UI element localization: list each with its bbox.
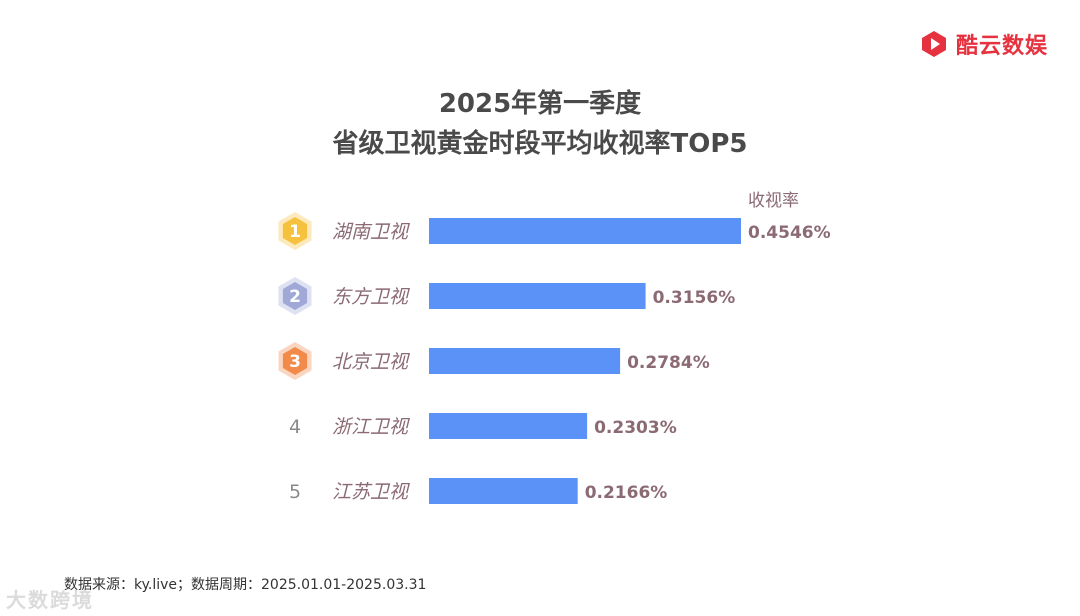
bar: [429, 413, 588, 439]
value-label: 0.3156%: [653, 288, 736, 308]
bar-row: 4 浙江卫视 0.2303%: [289, 413, 677, 439]
bar-row: 5 江苏卫视 0.2166%: [289, 478, 667, 504]
bar-row: 3 北京卫视 0.2784%: [278, 342, 710, 380]
bronze-hexagon-icon: [278, 342, 312, 380]
silver-hexagon-icon: [278, 277, 312, 315]
category-label: 东方卫视: [332, 286, 410, 308]
bar-row: 2 东方卫视 0.3156%: [278, 277, 736, 315]
data-source-note: 数据来源：ky.live；数据周期：2025.01.01-2025.03.31: [64, 577, 427, 593]
bar: [429, 348, 621, 374]
bar-row: 1 湖南卫视 0.4546%: [278, 212, 831, 250]
category-label: 江苏卫视: [332, 481, 410, 503]
chart-title-line-2: 省级卫视黄金时段平均收视率TOP5: [332, 129, 748, 159]
chart-title-line-1: 2025年第一季度: [438, 89, 642, 119]
value-label: 0.2784%: [627, 353, 710, 373]
bar-chart: 1 湖南卫视 0.4546% 2 东方卫视 0.3156% 3 北京卫视 0.2784% 4 浙江卫…: [278, 212, 831, 504]
value-label: 0.2166%: [585, 483, 668, 503]
value-axis-label: 收视率: [748, 191, 799, 211]
chart-title: 2025年第一季度 省级卫视黄金时段平均收视率TOP5: [0, 84, 1080, 164]
value-label: 0.2303%: [594, 418, 677, 438]
rank-number: 3: [289, 352, 301, 372]
value-label: 0.4546%: [748, 223, 831, 243]
category-label: 北京卫视: [332, 351, 410, 373]
bar: [429, 478, 578, 504]
bar: [429, 283, 646, 309]
rank-number: 5: [289, 481, 301, 503]
gold-hexagon-icon: [278, 212, 312, 250]
rank-number: 1: [289, 222, 301, 242]
category-label: 湖南卫视: [332, 221, 410, 243]
bar: [429, 218, 741, 244]
category-label: 浙江卫视: [332, 416, 410, 438]
watermark: 大数跨境: [6, 588, 94, 612]
rank-number: 2: [289, 287, 301, 307]
brand-name: 酷云数娱: [955, 34, 1048, 59]
brand: 酷云数娱: [920, 28, 1048, 60]
play-hexagon-icon: [921, 31, 946, 57]
rank-number: 4: [289, 416, 301, 438]
